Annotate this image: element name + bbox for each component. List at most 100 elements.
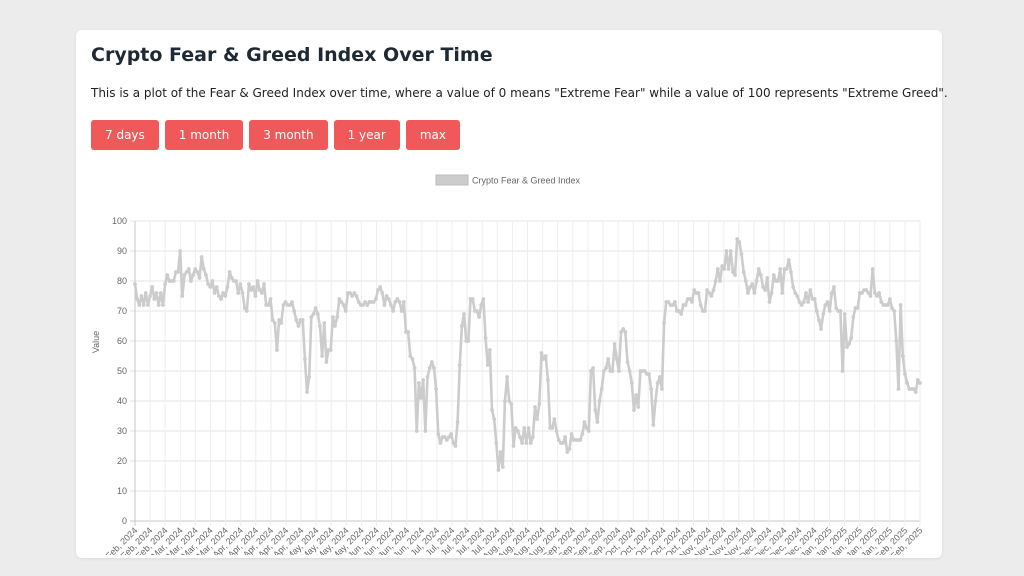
data-point[interactable]: [515, 429, 520, 433]
data-point[interactable]: [199, 255, 204, 259]
data-point[interactable]: [623, 330, 628, 334]
range-button-3-month[interactable]: 3 month: [249, 120, 328, 150]
data-point[interactable]: [311, 312, 316, 316]
data-point[interactable]: [687, 297, 692, 301]
data-point[interactable]: [376, 288, 380, 292]
data-point[interactable]: [642, 369, 647, 373]
data-point[interactable]: [806, 300, 811, 304]
data-point[interactable]: [225, 285, 230, 289]
chart-legend[interactable]: Crypto Fear & Greed Index: [435, 174, 581, 186]
data-point[interactable]: [629, 381, 634, 385]
data-point[interactable]: [201, 267, 206, 271]
data-point[interactable]: [655, 381, 660, 385]
data-point[interactable]: [496, 468, 501, 472]
data-point[interactable]: [146, 303, 150, 307]
data-point[interactable]: [614, 357, 619, 361]
data-point[interactable]: [292, 309, 297, 313]
data-point[interactable]: [255, 279, 260, 283]
data-point[interactable]: [786, 258, 791, 262]
data-point[interactable]: [393, 300, 398, 304]
data-point[interactable]: [322, 321, 327, 325]
data-point[interactable]: [872, 291, 877, 295]
data-point[interactable]: [730, 270, 735, 274]
data-point[interactable]: [281, 303, 286, 307]
data-point[interactable]: [778, 267, 783, 271]
data-point[interactable]: [832, 285, 836, 289]
data-point[interactable]: [866, 291, 871, 295]
data-point[interactable]: [546, 378, 550, 382]
data-point[interactable]: [903, 372, 907, 376]
data-point[interactable]: [649, 387, 654, 391]
data-point[interactable]: [537, 402, 542, 406]
data-point[interactable]: [152, 297, 157, 301]
data-point[interactable]: [300, 318, 305, 322]
data-point[interactable]: [505, 375, 509, 379]
data-point[interactable]: [455, 420, 460, 424]
data-point[interactable]: [868, 294, 873, 298]
data-point[interactable]: [507, 399, 512, 403]
data-point[interactable]: [707, 291, 712, 295]
data-point[interactable]: [709, 294, 714, 298]
data-point[interactable]: [875, 294, 879, 298]
data-point[interactable]: [378, 285, 383, 289]
data-point[interactable]: [227, 270, 232, 274]
data-point[interactable]: [466, 339, 471, 343]
data-point[interactable]: [808, 288, 813, 292]
data-point[interactable]: [214, 285, 219, 289]
data-point[interactable]: [842, 312, 847, 316]
data-point[interactable]: [500, 465, 505, 469]
data-point[interactable]: [713, 279, 718, 283]
range-button-7-days[interactable]: 7 days: [91, 120, 159, 150]
data-point[interactable]: [356, 300, 361, 304]
data-point[interactable]: [795, 294, 800, 298]
data-point[interactable]: [890, 306, 894, 310]
data-point[interactable]: [567, 447, 572, 451]
data-point[interactable]: [739, 252, 744, 256]
data-point[interactable]: [348, 291, 352, 295]
data-point[interactable]: [705, 288, 709, 292]
data-point[interactable]: [442, 435, 447, 439]
data-point[interactable]: [617, 369, 621, 373]
data-point[interactable]: [528, 441, 533, 445]
data-point[interactable]: [860, 291, 864, 295]
data-point[interactable]: [210, 279, 215, 283]
data-point[interactable]: [268, 297, 273, 301]
data-point[interactable]: [479, 303, 484, 307]
data-point[interactable]: [148, 294, 152, 298]
data-point[interactable]: [389, 303, 393, 307]
data-point[interactable]: [918, 381, 922, 385]
data-point[interactable]: [236, 291, 241, 295]
data-point[interactable]: [612, 342, 617, 346]
data-point[interactable]: [498, 450, 503, 454]
data-point[interactable]: [728, 249, 733, 253]
data-point[interactable]: [328, 348, 333, 352]
data-point[interactable]: [395, 297, 400, 301]
data-point[interactable]: [769, 291, 774, 295]
data-point[interactable]: [313, 306, 318, 310]
data-point[interactable]: [610, 369, 615, 373]
data-point[interactable]: [315, 312, 320, 316]
data-point[interactable]: [814, 309, 819, 313]
data-point[interactable]: [244, 309, 249, 313]
data-point[interactable]: [361, 303, 365, 307]
data-point[interactable]: [601, 369, 606, 373]
data-point[interactable]: [636, 405, 641, 409]
data-point[interactable]: [216, 294, 221, 298]
data-point[interactable]: [511, 444, 516, 448]
data-point[interactable]: [309, 315, 314, 319]
data-point[interactable]: [885, 303, 890, 307]
data-point[interactable]: [343, 309, 348, 313]
data-point[interactable]: [864, 288, 869, 292]
data-point[interactable]: [524, 441, 529, 445]
data-point[interactable]: [586, 429, 591, 433]
data-point[interactable]: [743, 279, 748, 283]
data-point[interactable]: [696, 291, 701, 295]
data-point[interactable]: [189, 279, 193, 283]
data-point[interactable]: [438, 441, 443, 445]
data-point[interactable]: [204, 273, 208, 277]
data-point[interactable]: [915, 378, 920, 382]
data-point[interactable]: [913, 390, 918, 394]
data-point[interactable]: [584, 426, 589, 430]
data-point[interactable]: [589, 369, 593, 373]
data-point[interactable]: [799, 303, 804, 307]
